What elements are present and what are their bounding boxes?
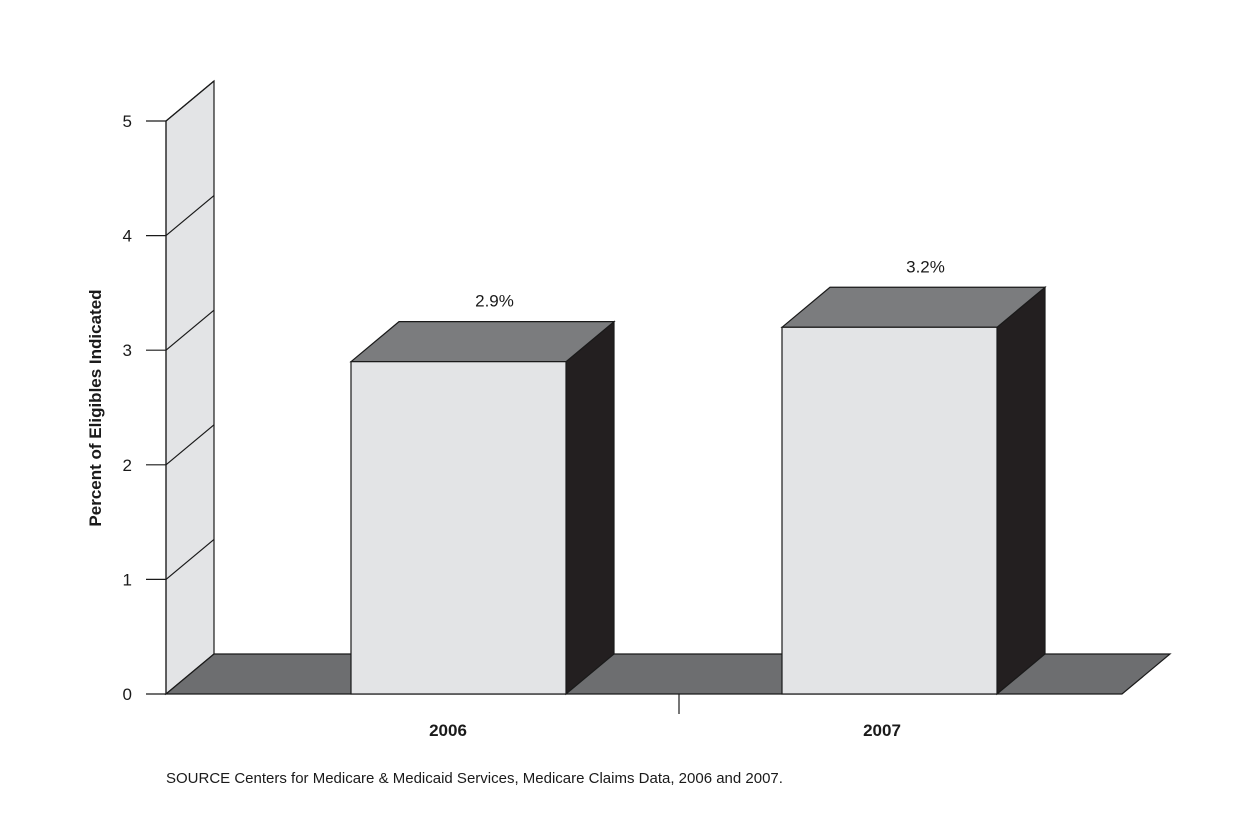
labels: 2.9% 2006 3.2% 2007 bbox=[429, 257, 945, 740]
data-label: 3.2% bbox=[906, 257, 945, 276]
back-wall bbox=[165, 79, 215, 696]
y-tick-label: 5 bbox=[123, 112, 132, 131]
y-tick-label: 2 bbox=[123, 456, 132, 475]
wall-gridline bbox=[165, 424, 215, 466]
x-category-label: 2006 bbox=[429, 721, 467, 740]
y-axis-title: Percent of Eligibles Indicated bbox=[86, 289, 105, 526]
source-note: SOURCE Centers for Medicare & Medicaid S… bbox=[166, 770, 783, 787]
y-axis: 0 1 2 3 4 5 bbox=[123, 112, 680, 714]
back-wall-layer bbox=[165, 79, 215, 696]
bar-2006 bbox=[350, 361, 567, 695]
y-tick-label: 1 bbox=[123, 570, 132, 589]
y-tick-label: 4 bbox=[123, 227, 132, 246]
bar-2007 bbox=[781, 326, 998, 695]
bar-side bbox=[996, 285, 1046, 696]
bar-side bbox=[565, 320, 615, 696]
wall-gridline bbox=[165, 538, 215, 580]
wall-gridline bbox=[165, 80, 215, 122]
data-label: 2.9% bbox=[475, 292, 514, 311]
y-tick-label: 0 bbox=[123, 685, 132, 704]
bars bbox=[349, 285, 1047, 696]
y-tick-label: 3 bbox=[123, 341, 132, 360]
wall-gridline bbox=[165, 309, 215, 351]
x-category-label: 2007 bbox=[863, 721, 901, 740]
wall-gridline bbox=[165, 195, 215, 237]
